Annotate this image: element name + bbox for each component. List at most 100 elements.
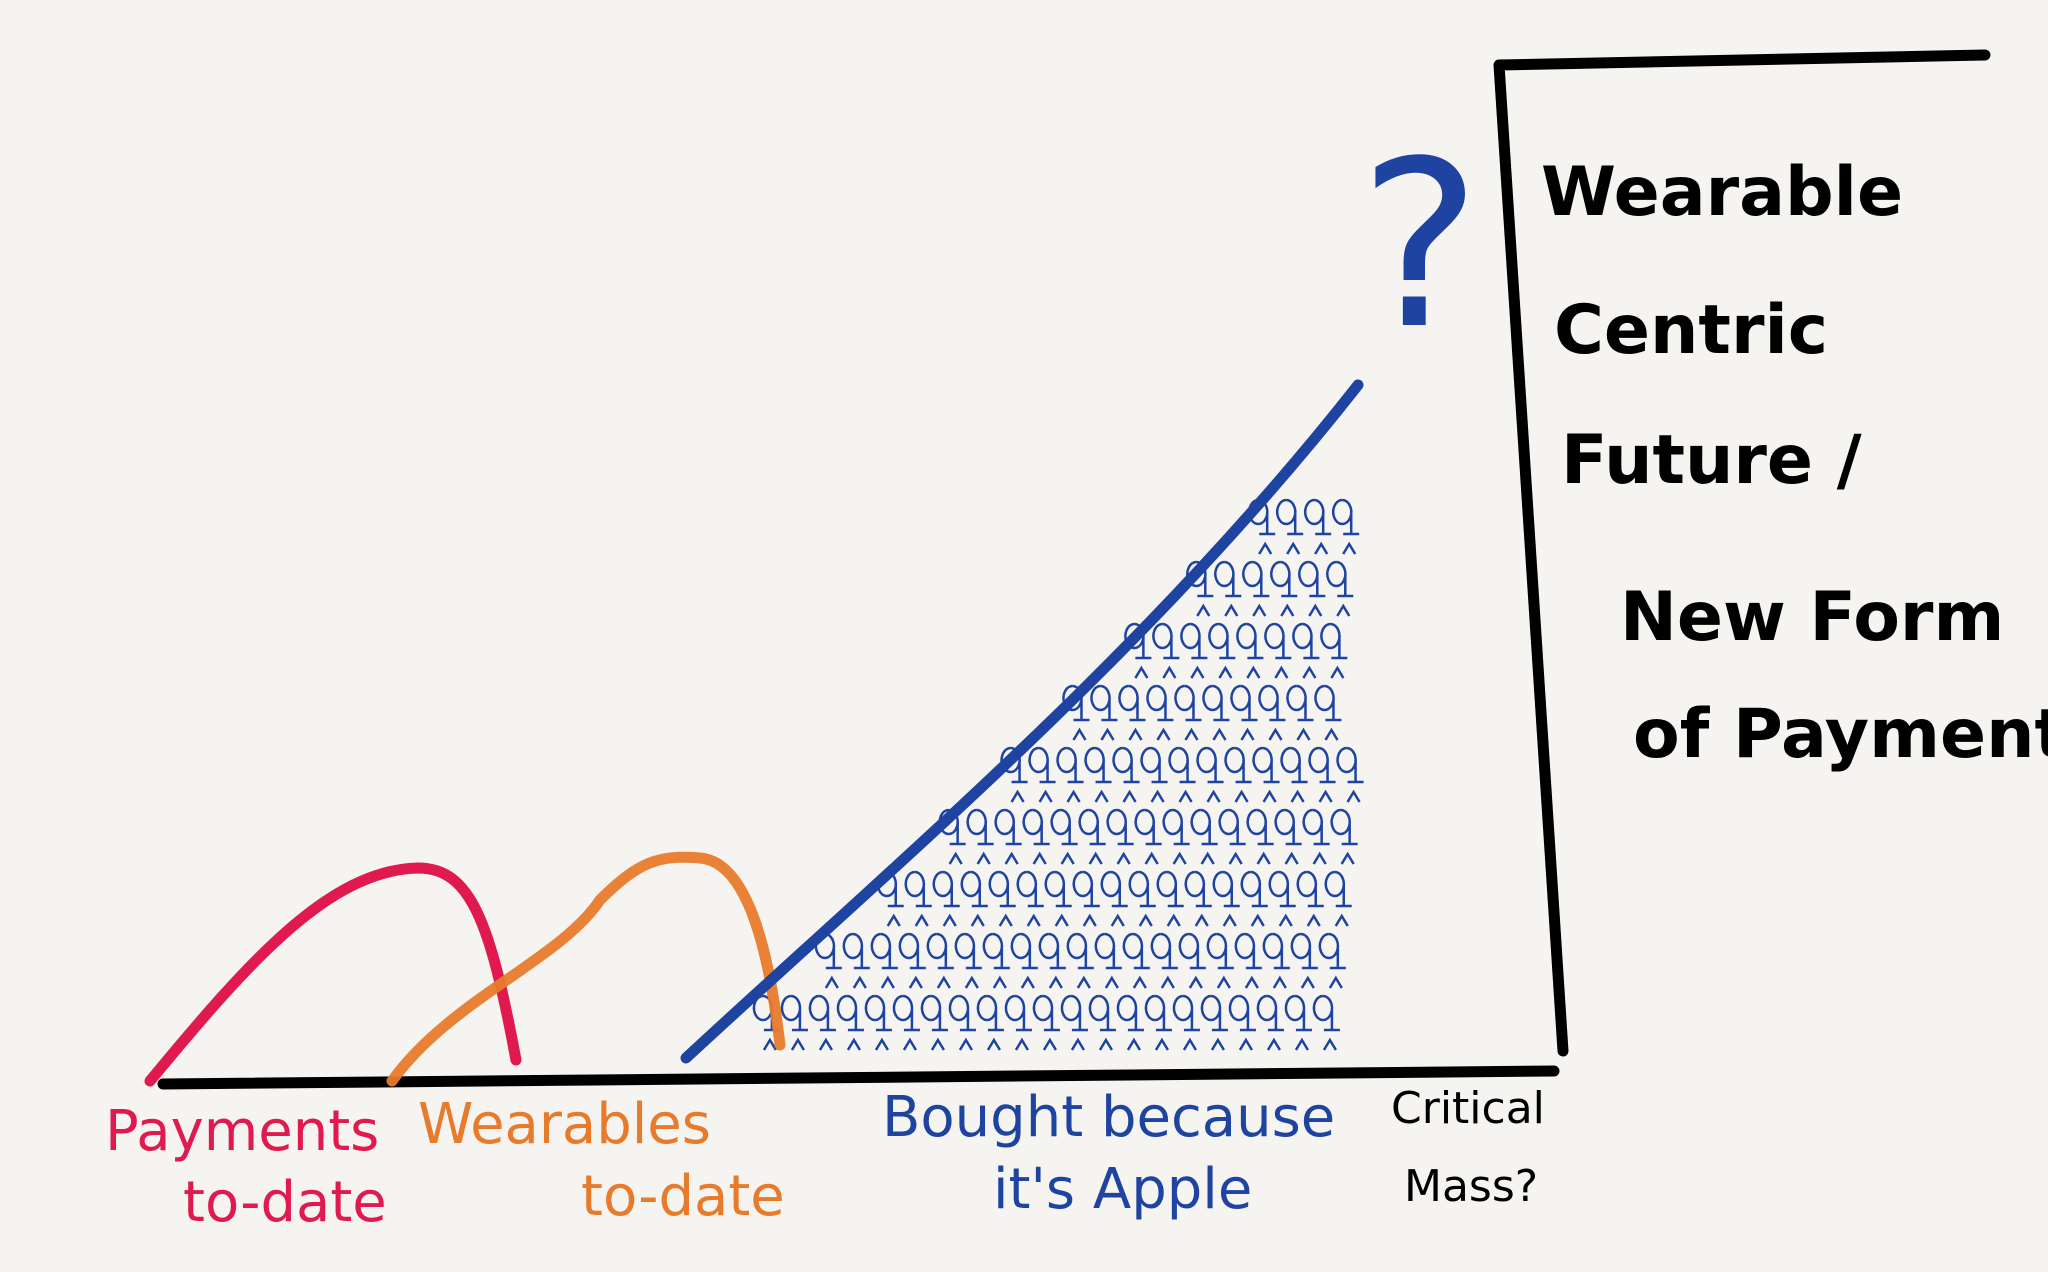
- stick-figure: [876, 870, 904, 927]
- stick-figure: [808, 994, 836, 1051]
- stick-figure: [1184, 870, 1212, 927]
- stick-figure: [1332, 498, 1360, 555]
- stick-figure: [1312, 994, 1340, 1051]
- stick-figure: [1276, 498, 1304, 555]
- crowd: [752, 498, 1364, 1051]
- stick-figure: [1236, 622, 1264, 679]
- stick-figure: [948, 994, 976, 1051]
- stick-figure: [1326, 560, 1354, 617]
- wearables-curve: [386, 851, 786, 1087]
- stick-figure: [1270, 560, 1298, 617]
- stick-figure: [1060, 994, 1088, 1051]
- stick-figure: [1178, 932, 1206, 989]
- stick-figure: [1230, 684, 1258, 741]
- stick-figure: [1208, 622, 1236, 679]
- box-text: of Payments: [1633, 695, 2048, 774]
- stick-figure: [1298, 560, 1326, 617]
- stick-figure: [1124, 622, 1152, 679]
- stick-figure: [1330, 808, 1358, 865]
- stick-figure: [966, 808, 994, 865]
- stick-figure: [976, 994, 1004, 1051]
- stick-figure: [960, 870, 988, 927]
- stick-figure: [1016, 870, 1044, 927]
- stick-figure: [1308, 746, 1336, 803]
- stick-figure: [1180, 622, 1208, 679]
- question-mark: ?: [1359, 113, 1481, 380]
- stick-figure: [1268, 870, 1296, 927]
- stick-figure: [1324, 870, 1352, 927]
- stick-figure: [870, 932, 898, 989]
- stick-figure: [1314, 684, 1342, 741]
- label: Payments: [105, 1099, 379, 1164]
- stick-figure: [1234, 932, 1262, 989]
- stick-figure: [1218, 808, 1246, 865]
- stick-figure: [1156, 870, 1184, 927]
- box-text: Wearable: [1541, 153, 1903, 232]
- stick-figure: [920, 994, 948, 1051]
- label: Wearables: [418, 1092, 711, 1157]
- stick-figure: [836, 994, 864, 1051]
- payments-curve: [144, 862, 522, 1087]
- label: it's Apple: [993, 1157, 1252, 1222]
- stick-figure: [1084, 746, 1112, 803]
- label: Bought because: [882, 1085, 1335, 1150]
- stick-figure: [1032, 994, 1060, 1051]
- stick-figure: [1090, 684, 1118, 741]
- stick-figure: [1028, 746, 1056, 803]
- stick-figure: [1004, 994, 1032, 1051]
- stick-figure: [1228, 994, 1256, 1051]
- stick-figure: [864, 994, 892, 1051]
- stick-figure: [842, 932, 870, 989]
- stick-figure: [1252, 746, 1280, 803]
- label: to-date: [183, 1170, 387, 1235]
- stick-figure: [988, 870, 1016, 927]
- stick-figure: [1100, 870, 1128, 927]
- stick-figure: [1296, 870, 1324, 927]
- stick-figure: [1284, 994, 1312, 1051]
- stick-figure: [1044, 870, 1072, 927]
- stick-figure: [1106, 808, 1134, 865]
- stick-figure: [1162, 808, 1190, 865]
- stick-figure: [1202, 684, 1230, 741]
- stick-figure: [1062, 684, 1090, 741]
- stick-figure: [954, 932, 982, 989]
- stick-figure: [1000, 746, 1028, 803]
- stick-figure: [1286, 684, 1314, 741]
- stick-figure: [1144, 994, 1172, 1051]
- stick-figure: [1304, 498, 1332, 555]
- stick-figure: [1248, 498, 1276, 555]
- stick-figure: [932, 870, 960, 927]
- stick-figure: [1240, 870, 1268, 927]
- stick-figure: [1318, 932, 1346, 989]
- stick-figure: [904, 870, 932, 927]
- stick-figure: [1038, 932, 1066, 989]
- box-frame: [1493, 49, 1991, 1057]
- stick-figure: [1056, 746, 1084, 803]
- stick-figure: [1150, 932, 1178, 989]
- label: to-date: [581, 1164, 785, 1229]
- label: Critical: [1391, 1083, 1545, 1134]
- box-text: New Form: [1620, 578, 2004, 657]
- stick-figure: [1010, 932, 1038, 989]
- stick-figure: [1200, 994, 1228, 1051]
- stick-figure: [1066, 932, 1094, 989]
- stick-figure: [814, 932, 842, 989]
- stick-figure: [1146, 684, 1174, 741]
- stick-figure: [780, 994, 808, 1051]
- stick-figure: [892, 994, 920, 1051]
- stick-figure: [1168, 746, 1196, 803]
- stick-figure: [1140, 746, 1168, 803]
- stick-figure: [1088, 994, 1116, 1051]
- stick-figure: [994, 808, 1022, 865]
- stick-figure: [926, 932, 954, 989]
- stick-figure: [1112, 746, 1140, 803]
- stick-figure: [1196, 746, 1224, 803]
- stick-figure: [1256, 994, 1284, 1051]
- stick-figure: [1206, 932, 1234, 989]
- stick-figure: [1174, 684, 1202, 741]
- stick-figure: [1094, 932, 1122, 989]
- stick-figure: [1224, 746, 1252, 803]
- stick-figure: [1152, 622, 1180, 679]
- label: Mass?: [1404, 1161, 1538, 1212]
